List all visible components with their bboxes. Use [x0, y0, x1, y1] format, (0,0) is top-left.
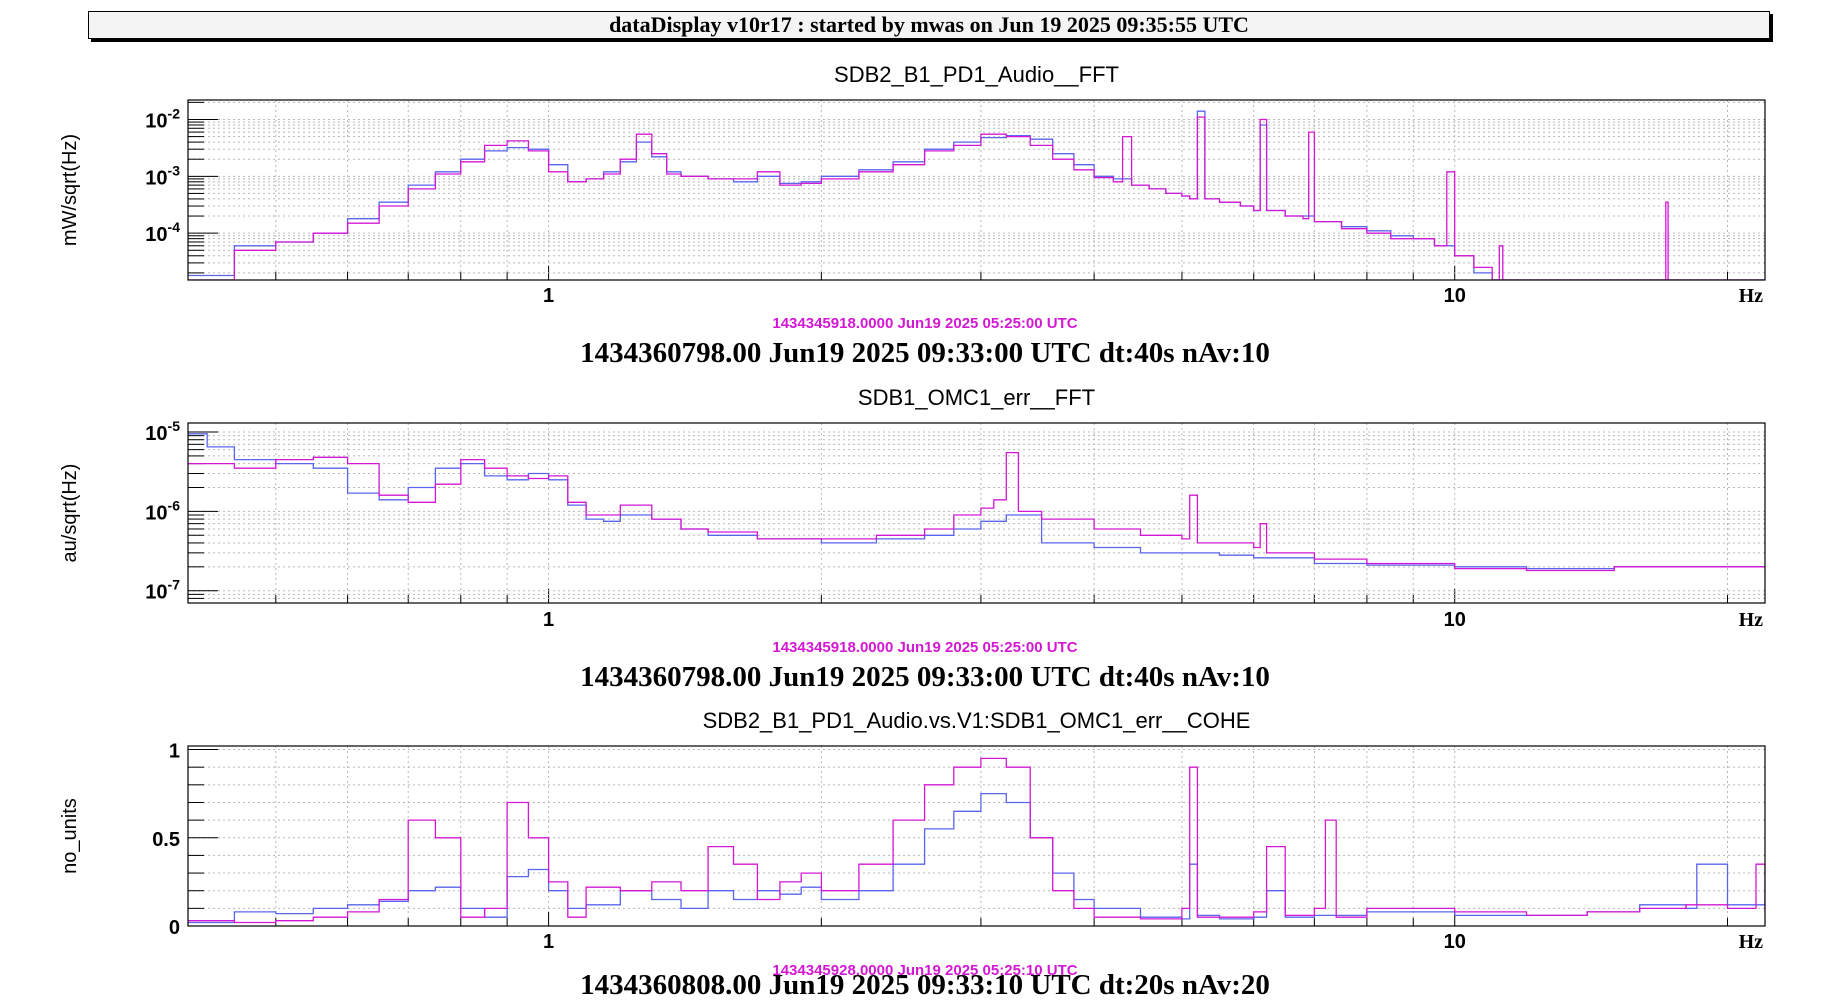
y-axis-label: no_units	[59, 798, 81, 874]
y-tick-label: 0	[169, 917, 180, 939]
y-tick-label: 10-7	[145, 577, 180, 604]
plot-panel-2: SDB1_OMC1_err__FFT au/sqrt(Hz) 10-5 10-6 10-…	[59, 385, 1766, 693]
display-title-banner: dataDisplay v10r17 : started by mwas on …	[88, 11, 1770, 39]
y-axis-label: mW/sqrt(Hz)	[59, 134, 81, 246]
reference-time-label: 1434345918.0000 Jun19 2025 05:25:00 UTC	[772, 315, 1077, 332]
y-tick-label: 10-4	[145, 219, 180, 246]
plot-title: SDB2_B1_PD1_Audio__FFT	[834, 62, 1119, 87]
x-tick-label: 1	[543, 285, 554, 307]
x-tick-label: 1	[543, 609, 554, 631]
plot-area	[188, 423, 1765, 603]
series-line-live	[188, 757, 1765, 924]
x-tick-label: 1	[543, 931, 554, 953]
reference-time-label: 1434345928.0000 Jun19 2025 05:25:10 UTC	[772, 962, 1077, 979]
plot-title: SDB1_OMC1_err__FFT	[858, 385, 1095, 410]
y-axis-label: au/sqrt(Hz)	[59, 464, 81, 563]
x-tick-label: 10	[1444, 931, 1466, 953]
reference-time-label: 1434345918.0000 Jun19 2025 05:25:00 UTC	[772, 639, 1077, 656]
y-tick-label: 1	[169, 741, 180, 763]
y-tick-label: 10-2	[145, 105, 180, 132]
x-axis-unit-label: Hz	[1739, 285, 1764, 307]
plot-title: SDB2_B1_PD1_Audio.vs.V1:SDB1_OMC1_err__C…	[703, 708, 1251, 733]
x-tick-label: 10	[1444, 285, 1466, 307]
y-tick-label: 10-5	[145, 418, 180, 445]
plot-panel-3: SDB2_B1_PD1_Audio.vs.V1:SDB1_OMC1_err__C…	[59, 708, 1766, 1001]
series-line-live	[188, 116, 1765, 280]
y-tick-label: 10-6	[145, 497, 180, 524]
series-line-live	[188, 451, 1765, 572]
x-axis-unit-label: Hz	[1739, 609, 1764, 631]
plot-area	[188, 100, 1765, 280]
y-tick-label: 0.5	[152, 829, 180, 851]
grid-lines	[187, 746, 1765, 927]
plot-frame	[187, 99, 1766, 281]
x-tick-label: 10	[1444, 609, 1466, 631]
plot-panel-1: SDB2_B1_PD1_Audio__FFT mW/sqrt(Hz) 10-2 10-…	[59, 62, 1766, 369]
x-axis-unit-label: Hz	[1739, 931, 1764, 953]
grid-lines	[187, 423, 1765, 604]
time-label: 1434360808.00 Jun19 2025 09:33:10 UTC dt…	[580, 969, 1270, 1001]
y-tick-label: 10-3	[145, 162, 180, 189]
plot-area	[188, 746, 1765, 926]
time-label: 1434360798.00 Jun19 2025 09:33:00 UTC dt…	[580, 337, 1270, 369]
plot-frame	[187, 745, 1766, 927]
plot-frame	[187, 422, 1766, 604]
series-line-reference	[188, 792, 1765, 924]
time-label: 1434360798.00 Jun19 2025 09:33:00 UTC dt…	[580, 661, 1270, 693]
